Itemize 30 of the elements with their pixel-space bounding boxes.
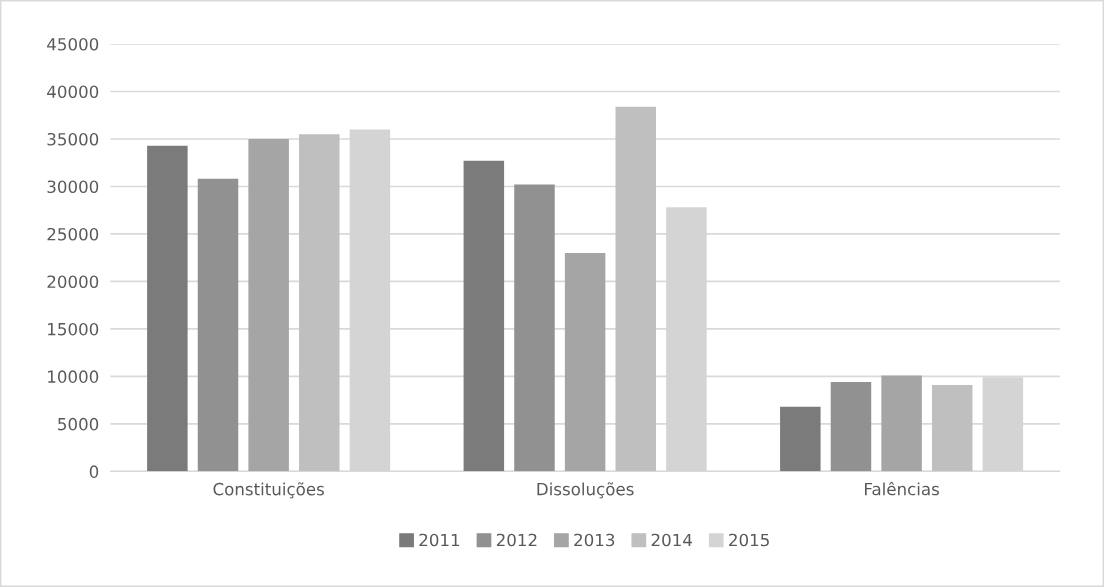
bar [615,106,657,472]
x-tick-label: Constituições [213,482,324,499]
y-tick-label: 20000 [47,275,99,288]
y-tick-label: 5000 [58,417,99,431]
legend-label: 2011 [419,533,460,547]
bar [463,160,505,472]
x-tick-label: Dissoluções [537,482,634,499]
x-tick-label: Falências [865,481,939,496]
bar [147,145,188,472]
bar [881,375,922,472]
legend-label: 2012 [496,533,537,547]
y-tick-label: 25000 [47,227,99,241]
legend-label: 2013 [574,533,615,547]
bar [197,178,239,472]
bar [830,382,872,472]
y-tick-label: 0 [89,465,99,478]
y-tick-label: 35000 [47,132,99,146]
y-tick-label: 15000 [48,322,99,336]
bar [299,134,340,472]
y-tick-label: 10000 [48,370,99,383]
bar [514,184,555,472]
legend-label: 2015 [729,533,769,547]
bar [931,384,973,472]
bar [248,138,289,472]
y-tick-label: 30000 [47,180,99,194]
bar [564,252,606,472]
y-tick-label: 45000 [47,37,99,51]
y-tick-label: 40000 [47,85,99,99]
bar [780,406,821,472]
legend-label: 2014 [651,533,692,547]
